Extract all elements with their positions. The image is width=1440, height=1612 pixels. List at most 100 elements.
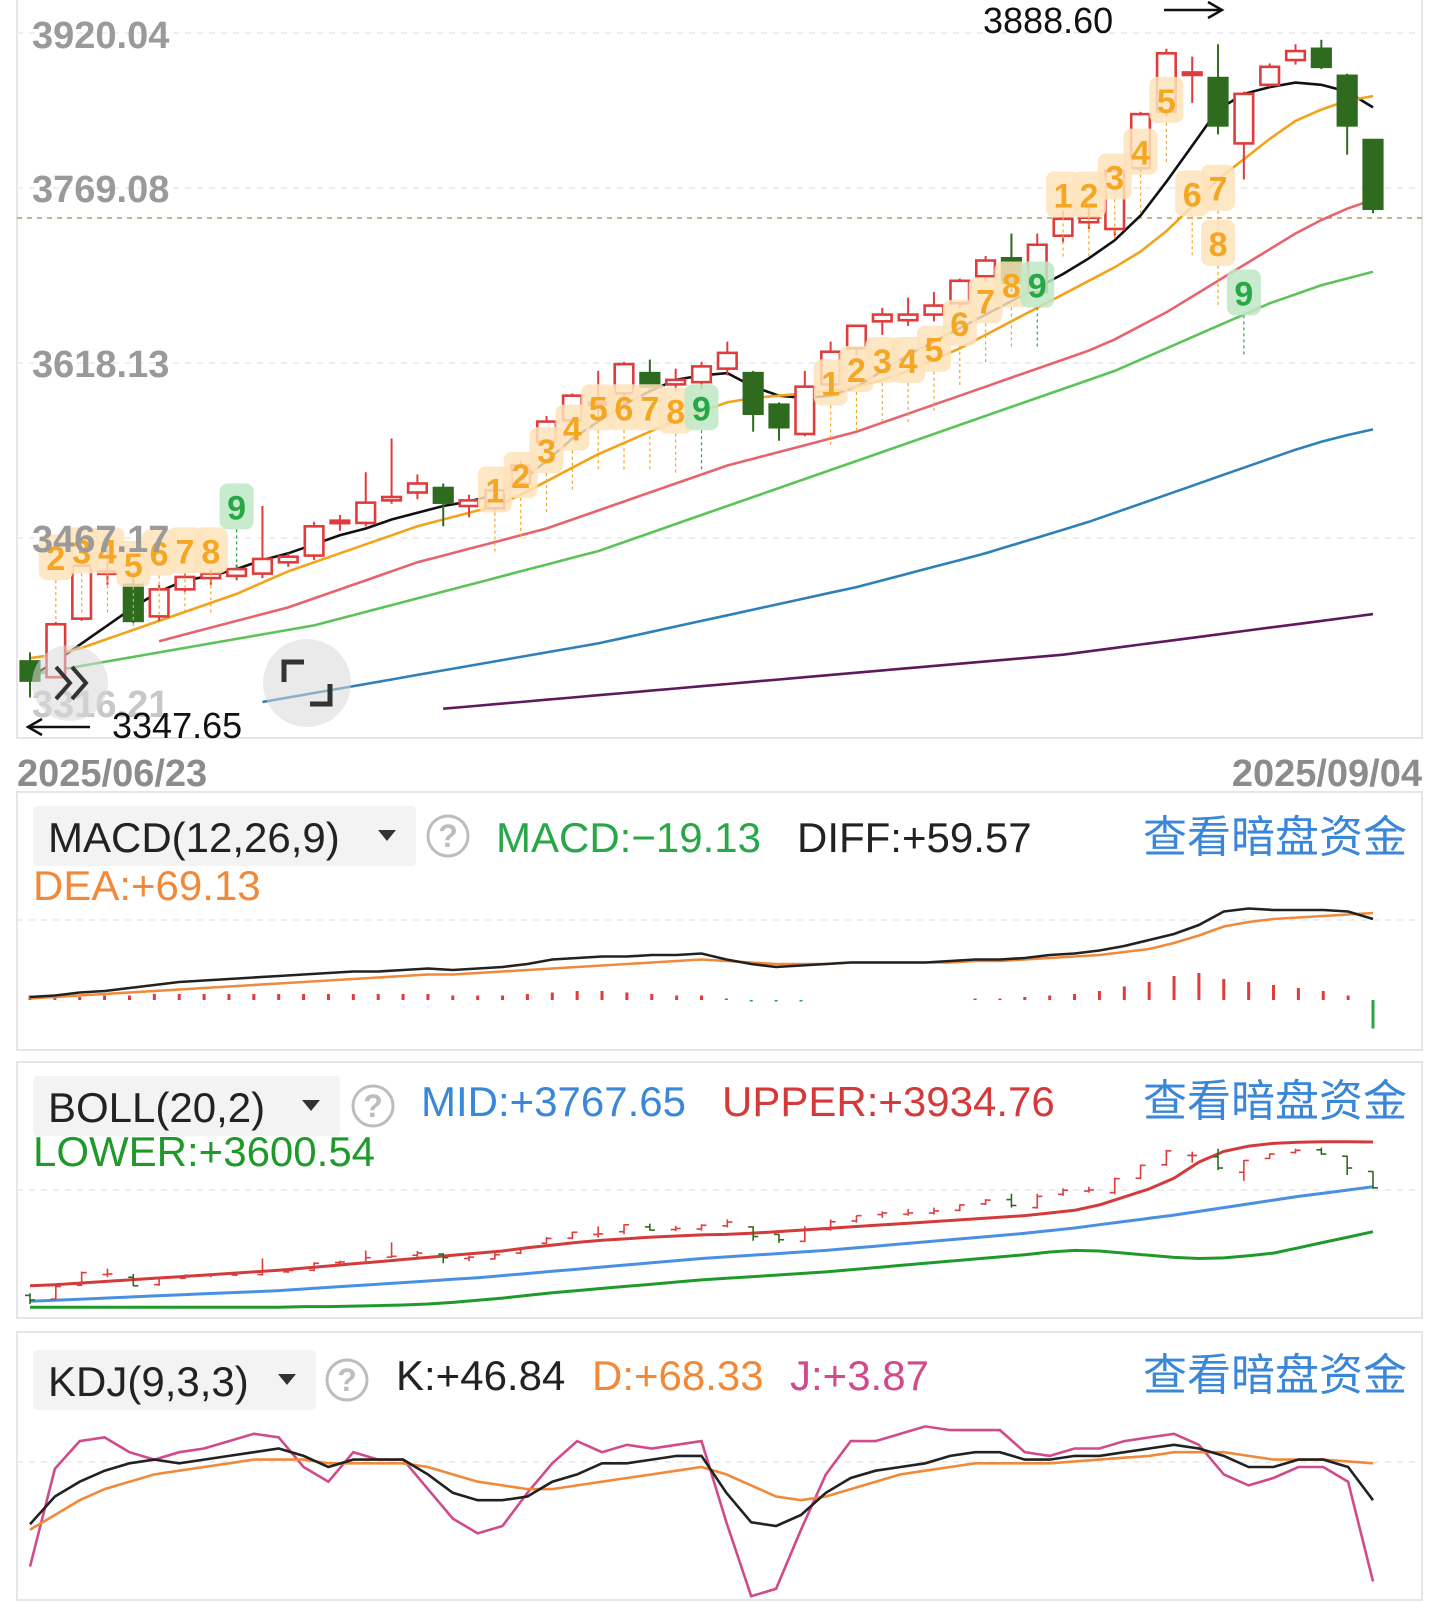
boll-ohlc-tick [231, 1272, 242, 1277]
td-count-text: 1 [485, 473, 504, 511]
td-count-badge [942, 299, 977, 346]
candle-body [1310, 47, 1332, 69]
kdj-j-line [28, 1425, 1375, 1598]
td-count-text: 8 [1209, 226, 1228, 264]
candle [716, 341, 738, 376]
td-count-badge [193, 527, 228, 574]
td-count-badge [1020, 261, 1055, 308]
view-dark-pool-funds-link[interactable]: 查看暗盘资金 [1143, 1077, 1407, 1126]
td-count-badge [1123, 128, 1158, 175]
candle-body [303, 524, 325, 557]
macd-selector[interactable]: MACD(12,26,9) [33, 806, 416, 866]
td-count-text: 7 [1209, 171, 1228, 209]
question-icon: ? [438, 818, 458, 854]
td-count-badge [581, 384, 616, 431]
td-count-label: 7 [632, 384, 667, 473]
td-count-label: 1 [813, 359, 848, 448]
boll-ohlc-tick [1187, 1151, 1198, 1163]
td-count-text: 3 [1105, 159, 1124, 197]
moving-average-line [29, 270, 1374, 677]
boll-ohlc-tick [309, 1262, 320, 1272]
td-count-badge [1097, 153, 1132, 200]
moving-average-line [158, 198, 1374, 643]
td-count-label: 8 [193, 527, 228, 616]
candle [923, 292, 945, 322]
boll-ohlc-tick [567, 1231, 578, 1240]
td-count-label: 5 [116, 540, 151, 629]
td-count-badge [1071, 171, 1106, 218]
candle [1207, 44, 1229, 135]
expand-sidebar-button[interactable] [32, 645, 108, 721]
candle [1362, 138, 1384, 214]
view-dark-pool-funds-link[interactable]: 查看暗盘资金 [1143, 1351, 1407, 1400]
kdj-d-line [29, 1450, 1374, 1531]
boll-ohlc-tick [154, 1277, 165, 1286]
boll-ohlc-tick [257, 1258, 268, 1276]
td-count-label: 6 [607, 384, 642, 473]
boll-ohlc-tick [464, 1255, 475, 1262]
boll-ohlc-tick [1264, 1153, 1275, 1160]
kdj-plot [28, 1425, 1375, 1598]
td-count-label: 5 [581, 384, 616, 473]
y-tick-label: 3769.08 [32, 169, 169, 211]
candle-body [1233, 92, 1255, 145]
td-count-badge [1201, 164, 1236, 211]
boll-ohlc-tick [515, 1247, 526, 1255]
boll-ohlc-tick [825, 1219, 836, 1231]
arrow-left-icon [25, 717, 43, 737]
td-count-badge [38, 534, 73, 581]
td-count-badge [555, 404, 590, 451]
candle-body [897, 313, 919, 322]
candle [639, 359, 661, 389]
fullscreen-icon [281, 659, 333, 707]
fullscreen-button[interactable] [263, 639, 351, 727]
candle [1233, 91, 1255, 180]
td-count-label: 9 [684, 384, 719, 473]
candle-body [742, 371, 764, 415]
td-count-badge [64, 527, 99, 574]
candle-body [1362, 138, 1384, 211]
candle [1284, 44, 1307, 65]
candle [303, 521, 325, 561]
td-count-text: 5 [924, 332, 943, 370]
td-count-label: 5 [1149, 76, 1184, 165]
macd-help-button[interactable]: ? [426, 814, 470, 858]
y-tick-label: 3920.04 [32, 15, 169, 57]
candle [871, 307, 893, 335]
boll-ohlc-tick [179, 1274, 190, 1280]
x-end-date: 2025/09/04 [1232, 753, 1422, 795]
boll-help-button[interactable]: ? [351, 1084, 395, 1128]
td-count-badge [529, 427, 564, 474]
candle-body [277, 555, 299, 564]
boll-lower-line [30, 1230, 1374, 1309]
td-count-label: 4 [1123, 128, 1158, 217]
boll-ohlc-tick [1368, 1170, 1378, 1189]
td-count-text: 7 [976, 283, 995, 321]
boll-ohlc-tick [128, 1273, 139, 1287]
candle [251, 506, 274, 579]
macd-plot [28, 907, 1375, 1029]
td-count-text: 5 [589, 390, 608, 428]
td-count-text: 4 [899, 343, 918, 381]
td-count-badge [968, 277, 1003, 324]
kdj-selector[interactable]: KDJ(9,3,3) [33, 1350, 316, 1410]
td-count-text: 8 [666, 394, 685, 432]
boll-ohlc-tick [386, 1242, 397, 1258]
candle [174, 573, 196, 592]
td-count-label: 8 [994, 261, 1029, 350]
view-dark-pool-funds-link[interactable]: 查看暗盘资金 [1143, 813, 1407, 862]
kdj-help-button[interactable]: ? [325, 1358, 369, 1402]
moving-average-line [443, 612, 1374, 710]
td-count-text: 1 [1054, 177, 1073, 215]
boll-ohlc-tick [1109, 1177, 1120, 1195]
candle [794, 370, 816, 437]
boll-ohlc-tick [438, 1253, 449, 1264]
candle [665, 368, 687, 392]
boll-ohlc-tick [851, 1214, 862, 1223]
boll-selector[interactable]: BOLL(20,2) [33, 1076, 340, 1136]
candle [1181, 56, 1203, 103]
question-icon: ? [337, 1362, 357, 1398]
td-count-label: 4 [891, 337, 926, 426]
candle [690, 361, 713, 389]
td-count-label: 3 [64, 527, 99, 616]
